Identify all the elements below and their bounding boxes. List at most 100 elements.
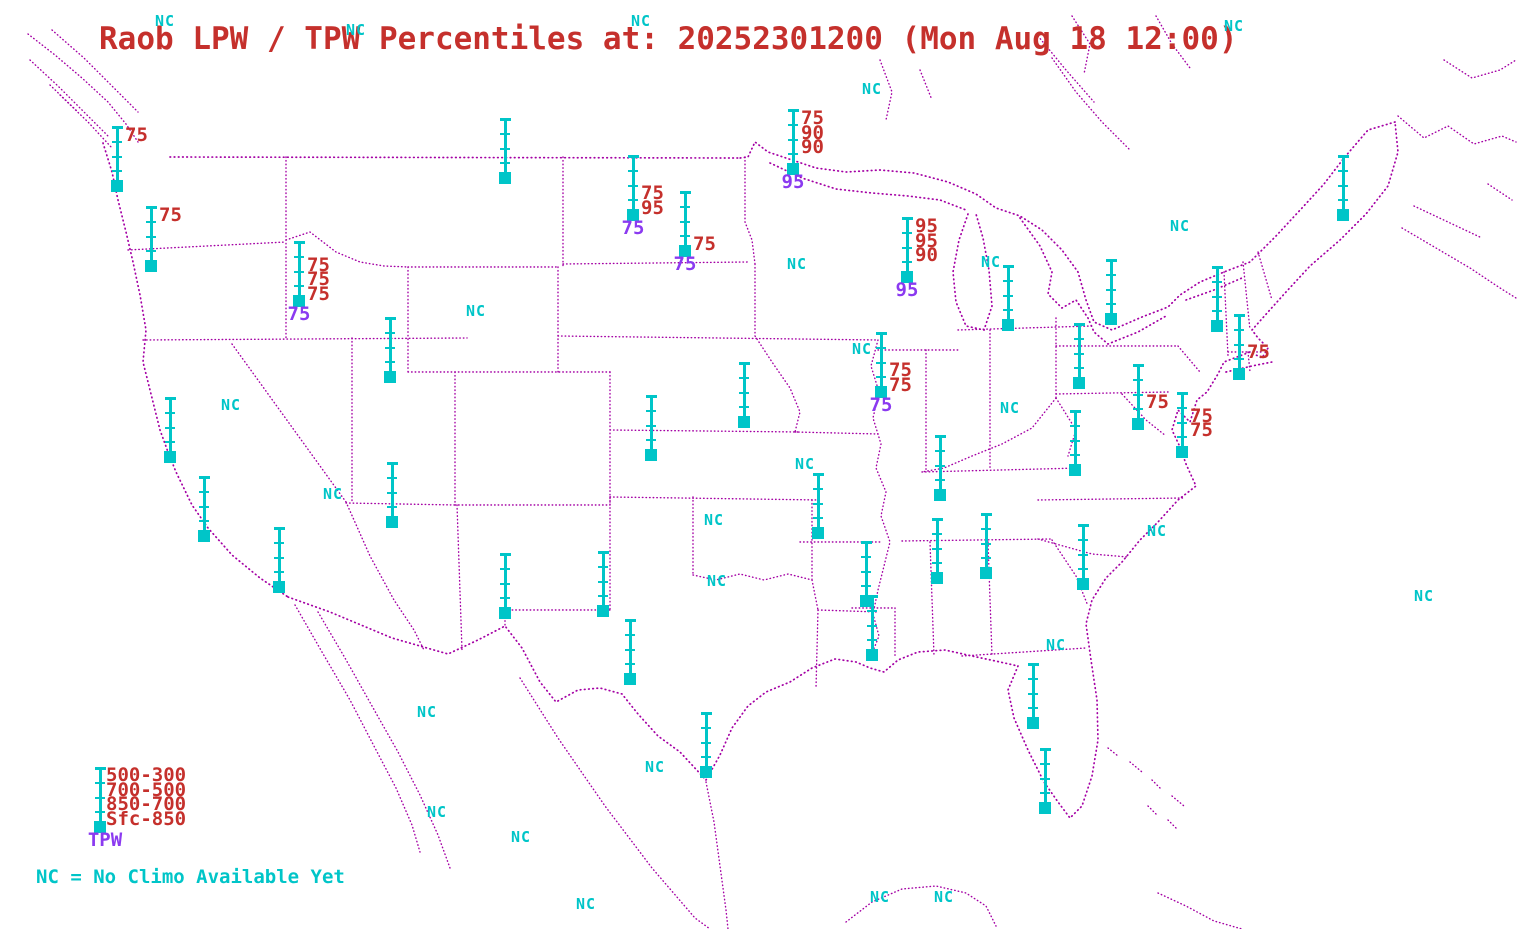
station-tick [1106,289,1116,291]
station-tick [1070,440,1080,442]
station-square [1211,320,1223,332]
station-tick [1234,358,1244,360]
station-cap [625,619,636,622]
station-cap [165,397,176,400]
us-outline [102,121,1399,820]
nc-label: NC [630,12,652,30]
station-tick [739,392,749,394]
nc-label: NC [1223,17,1245,35]
station-tick [867,639,877,641]
station-tick [165,427,175,429]
station-cap [876,332,887,335]
station-tick [1177,407,1187,409]
station-square [875,386,887,398]
station-cap [385,317,396,320]
station-tick [646,410,656,412]
station-tick [146,221,156,223]
station-cap [1106,259,1117,262]
legend-marker-cap [95,767,106,770]
layer-percentile-label: 75 [307,268,330,290]
station-square [499,607,511,619]
station-tick [876,376,886,378]
legend-marker-square [94,821,106,833]
station-cap [867,595,878,598]
tpw-percentile-label: 75 [673,253,697,275]
nc-label: NC [1169,217,1191,235]
station-tick [861,585,871,587]
station-cap [932,518,943,521]
station-square [1002,319,1014,331]
station-tick [387,506,397,508]
layer-percentile-label: 75 [307,253,330,276]
tpw-percentile-label: 75 [621,217,645,239]
station-tick [902,261,912,263]
station-cap [1338,155,1349,158]
layer-percentile-label: 75 [889,359,912,381]
station-tick [701,742,711,744]
station-tick [932,562,942,564]
station-tick [500,568,510,570]
station-tick [1338,199,1348,201]
station-tick [1074,353,1084,355]
station-tick [1133,379,1143,381]
station-square [384,371,396,383]
station-cap [146,206,157,209]
legend-level-500-300: 500-300 [106,764,187,786]
station-tick [981,557,991,559]
nc-label: NC [345,21,367,39]
station-tick [1074,367,1084,369]
station-cap [294,241,305,244]
station-tick [788,139,798,141]
station-tick [274,542,284,544]
page-title: Raob LPW / TPW Percentiles at: 202523012… [99,21,1238,57]
canada-mexico-caribbean [27,15,1517,929]
nc-label: NC [1413,587,1435,605]
station-square [1077,578,1089,590]
layer-percentile-label: 75 [801,107,824,129]
station-cap [274,527,285,530]
nc-label: NC [794,455,816,473]
station-tick [625,634,635,636]
station-square [1039,802,1051,814]
station-tick [1028,693,1038,695]
station-tick [1338,170,1348,172]
layer-percentile-label: 95 [915,229,938,252]
station-tick [628,170,638,172]
station-square [111,180,123,192]
station-tick [1234,344,1244,346]
station-square [293,295,305,307]
station-square [679,245,691,257]
station-tick [628,185,638,187]
tpw-percentile-label: 75 [869,394,893,416]
station-square [931,572,943,584]
station-cap [680,191,691,194]
nc-label: NC [220,396,242,414]
station-tick [935,479,945,481]
station-tick [861,571,871,573]
station-tick [165,412,175,414]
station-tick [1133,408,1143,410]
station-tick [680,206,690,208]
layer-percentile-label: 75 [1190,419,1213,441]
station-cap [1028,663,1039,666]
station-square [980,567,992,579]
station-tick [1070,425,1080,427]
layer-percentile-label: 75 [1146,391,1169,413]
station-tick [385,347,395,349]
station-square [386,516,398,528]
station-tick [739,377,749,379]
nc-label: NC [1045,636,1067,654]
station-tick [876,347,886,349]
station-tick [1078,554,1088,556]
station-tick [1028,678,1038,680]
layer-percentile-label: 75 [1247,341,1270,363]
station-square [597,605,609,617]
station-cap [981,513,992,516]
station-cap [112,126,123,129]
station-cap [500,553,511,556]
station-cap [1133,364,1144,367]
station-tick [788,124,798,126]
station-square [1176,446,1188,458]
